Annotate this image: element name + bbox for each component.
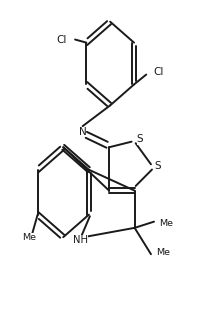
Text: Me: Me (159, 219, 173, 228)
Text: S: S (137, 135, 143, 144)
Text: S: S (154, 162, 161, 171)
Text: Me: Me (22, 233, 36, 242)
Text: NH: NH (73, 235, 88, 245)
Text: Me: Me (156, 248, 170, 257)
Text: Cl: Cl (153, 67, 164, 77)
Text: N: N (79, 127, 86, 137)
Text: Cl: Cl (57, 34, 67, 45)
